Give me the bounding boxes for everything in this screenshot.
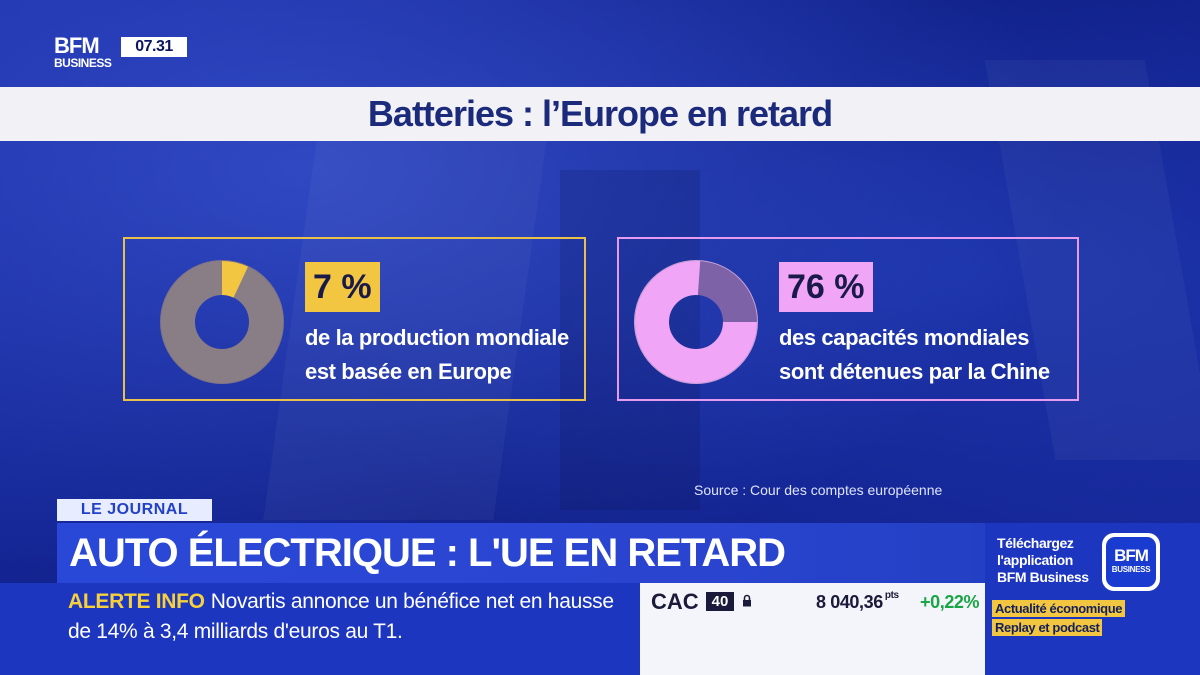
slide-title: Batteries : l’Europe en retard bbox=[367, 93, 833, 134]
background-shape bbox=[560, 170, 700, 510]
source-caption: Source : Cour des comptes européenne bbox=[694, 482, 943, 498]
alert-label: ALERTE INFO bbox=[68, 590, 205, 613]
app-logo-inner: BFM BUSINESS bbox=[1106, 537, 1156, 587]
channel-logo-bfm: BFM bbox=[54, 33, 100, 58]
stat-description-line: des capacités mondiales bbox=[779, 325, 1030, 350]
donut-segment bbox=[161, 261, 283, 383]
alert-line: ALERTE INFO Novartis annonce un bénéfice … bbox=[68, 589, 614, 615]
stat-description: de la production mondiale est basée en E… bbox=[305, 321, 585, 389]
app-logo-business: BUSINESS bbox=[1111, 565, 1151, 574]
lock-icon bbox=[743, 594, 751, 607]
percent-label: 7 % bbox=[305, 262, 380, 312]
app-promo: Téléchargez l'application BFM Business B… bbox=[985, 523, 1200, 675]
promo-text-line: l'application bbox=[997, 552, 1073, 568]
stat-description-line: de la production mondiale bbox=[305, 325, 569, 350]
donut-chart-china bbox=[634, 260, 758, 384]
stat-card-china: 76 % des capacités mondiales sont détenu… bbox=[617, 237, 1079, 401]
donut-segment bbox=[635, 261, 757, 383]
stat-description: des capacités mondiales sont détenues pa… bbox=[779, 321, 1059, 389]
app-logo-bfm: BFM bbox=[1114, 546, 1149, 565]
promo-tag: Actualité économique bbox=[992, 600, 1126, 617]
promo-text-line: BFM Business bbox=[997, 569, 1089, 585]
ticker-unit: pts bbox=[884, 590, 899, 601]
channel-logo: BFM BUSINESS bbox=[54, 33, 118, 71]
title-band: Batteries : l’Europe en retard bbox=[0, 87, 1200, 141]
alert-text: Novartis annonce un bénéfice net en haus… bbox=[210, 590, 614, 613]
program-tag: LE JOURNAL bbox=[57, 499, 212, 521]
stat-card-europe: 7 % de la production mondiale est basée … bbox=[123, 237, 586, 401]
headline: AUTO ÉLECTRIQUE : L'UE EN RETARD bbox=[69, 531, 786, 575]
stock-ticker: CAC 40 8 040,36 pts +0,22% bbox=[640, 583, 985, 675]
ticker-badge: 40 bbox=[706, 592, 734, 611]
stat-description-line: sont détenues par la Chine bbox=[779, 359, 1050, 384]
ticker-name: CAC bbox=[651, 589, 699, 614]
channel-logo-business: BUSINESS bbox=[54, 56, 112, 70]
clock: 07.31 bbox=[121, 37, 187, 57]
alert-line: de 14% à 3,4 milliards d'euros au T1. bbox=[68, 620, 403, 643]
donut-chart-europe bbox=[160, 260, 284, 384]
promo-tag: Replay et podcast bbox=[992, 619, 1103, 636]
alert-band bbox=[0, 583, 640, 675]
headline-band: AUTO ÉLECTRIQUE : L'UE EN RETARD bbox=[57, 523, 985, 583]
percent-label: 76 % bbox=[779, 262, 873, 312]
ticker-value: 8 040,36 bbox=[816, 592, 883, 612]
promo-text: Téléchargez l'application BFM Business bbox=[997, 535, 1102, 586]
ticker-change: +0,22% bbox=[920, 592, 980, 612]
app-logo: BFM BUSINESS bbox=[1102, 533, 1160, 591]
stat-description-line: est basée en Europe bbox=[305, 359, 512, 384]
ticker-value-group: 8 040,36 pts bbox=[816, 589, 899, 615]
promo-text-line: Téléchargez bbox=[997, 535, 1074, 551]
